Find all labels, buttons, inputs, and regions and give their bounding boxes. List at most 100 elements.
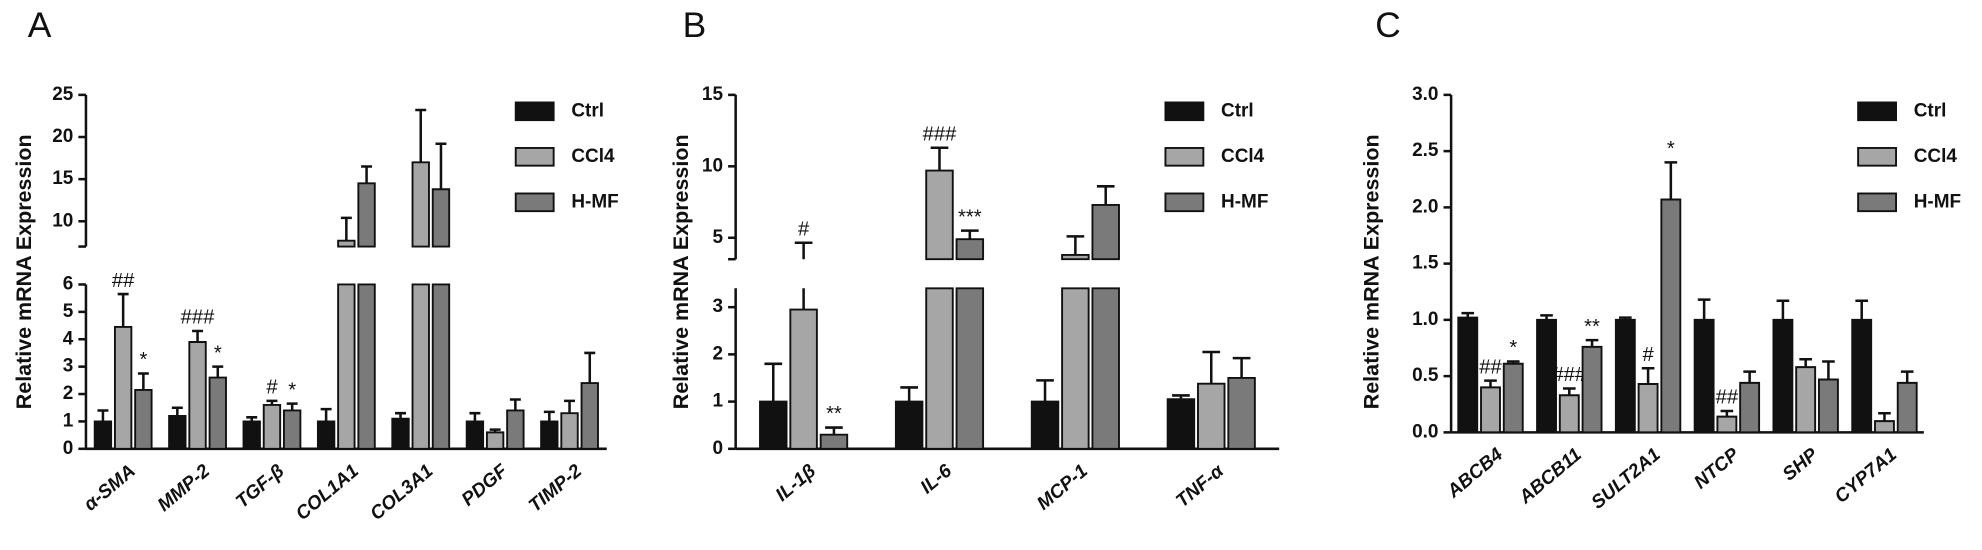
bar (113, 325, 133, 450)
x-tick-label: MCP-1 (1033, 461, 1092, 515)
bar (819, 433, 849, 450)
x-tick-label: COL1A1 (292, 461, 363, 525)
bar (1197, 382, 1226, 450)
x-tick-label: TIMP-2 (525, 460, 586, 516)
error-bar (584, 351, 596, 384)
significance-label: # (266, 377, 278, 399)
error-bar (97, 409, 109, 422)
error-bar (361, 165, 373, 184)
bar (465, 420, 485, 450)
y-tick-label: 15 (52, 168, 74, 189)
legend-swatch (1164, 192, 1205, 213)
error-bar (1232, 356, 1251, 378)
error-bar (1855, 299, 1869, 320)
bar (1716, 415, 1738, 434)
bar (134, 388, 153, 450)
bar (580, 382, 599, 450)
y-tick-label: 6 (63, 273, 74, 294)
error-bar (435, 142, 447, 190)
x-tick-label: ABCB4 (1443, 444, 1508, 503)
bar (168, 414, 187, 450)
significance-label: ## (1479, 356, 1502, 378)
error-bar (1697, 298, 1711, 320)
legend-label: Ctrl (1914, 100, 1947, 121)
y-tick-label: 0 (712, 438, 723, 459)
error-bar (564, 399, 576, 414)
bar (357, 182, 376, 450)
x-tick-label: SULT2A1 (1588, 444, 1665, 513)
bar (789, 308, 818, 450)
error-bar (1900, 370, 1914, 383)
significance-label: ### (1552, 364, 1586, 386)
y-tick-label: 0 (63, 438, 74, 459)
y-tick-label: 0.5 (1412, 365, 1439, 386)
x-tick-label: CYP7A1 (1831, 444, 1901, 507)
bar (1795, 366, 1817, 434)
bar (1874, 420, 1895, 434)
error-bar (415, 108, 427, 163)
error-bar (286, 402, 298, 411)
legend-swatch (1164, 147, 1205, 167)
error-bar (117, 292, 129, 327)
legend-swatch (1857, 101, 1897, 122)
bar (411, 161, 430, 450)
bar (188, 341, 207, 450)
bar (1091, 203, 1120, 450)
legend-label: CCl4 (1221, 146, 1265, 167)
bar (1502, 362, 1524, 434)
error-bar (1096, 185, 1115, 205)
y-tick-label: 3 (63, 356, 74, 377)
bar (1227, 377, 1256, 450)
error-bar (192, 329, 204, 342)
error-bar (900, 386, 919, 402)
bar (1637, 383, 1659, 434)
x-tick-label: TGF-β (232, 460, 289, 512)
error-bar (509, 398, 521, 411)
bar (391, 417, 410, 450)
bar (262, 404, 282, 450)
y-axis-label: Relative mRNA Expression (669, 134, 693, 409)
significance-label: ** (1584, 316, 1600, 338)
significance-label: ### (181, 307, 215, 329)
bar (316, 420, 336, 450)
y-tick-label: 10 (52, 210, 73, 231)
significance-label: * (288, 379, 296, 401)
legend-swatch (514, 101, 555, 122)
y-axis-label: Relative mRNA Expression (1359, 134, 1383, 409)
bar (1739, 381, 1761, 434)
x-tick-label: α-SMA (80, 461, 140, 516)
y-tick-label: 2 (712, 343, 723, 364)
bar (1851, 318, 1873, 434)
error-bar (1822, 360, 1835, 380)
bar (337, 239, 356, 450)
legend-swatch (514, 147, 555, 167)
error-bar (1878, 411, 1891, 422)
error-bar (1743, 370, 1756, 383)
y-tick-label: 1 (712, 391, 723, 412)
x-tick-label: IL-1β (772, 460, 821, 505)
legend-label: H-MF (571, 191, 618, 212)
panel-label: B (683, 6, 707, 45)
y-tick-label: 2 (63, 383, 74, 404)
bar (485, 431, 505, 450)
legend-label: H-MF (1914, 191, 1961, 212)
error-bar (340, 216, 352, 241)
legend-swatch (1857, 192, 1897, 213)
legend-label: CCl4 (571, 146, 615, 167)
error-bar (1776, 299, 1790, 320)
legend-label: Ctrl (1221, 100, 1254, 121)
bar (1457, 316, 1479, 434)
error-bar (1664, 161, 1678, 200)
legend-label: Ctrl (571, 100, 604, 121)
bar (93, 420, 113, 450)
significance-label: # (1642, 344, 1654, 366)
error-bar (212, 365, 224, 378)
bar (1817, 378, 1839, 434)
error-bar (320, 407, 332, 422)
significance-label: ## (112, 270, 135, 292)
legend-label: H-MF (1221, 191, 1268, 212)
y-tick-label: 2.0 (1412, 196, 1438, 217)
y-tick-label: 15 (702, 84, 724, 105)
y-tick-label: 1.5 (1412, 253, 1439, 274)
y-tick-label: 3.0 (1412, 84, 1438, 105)
